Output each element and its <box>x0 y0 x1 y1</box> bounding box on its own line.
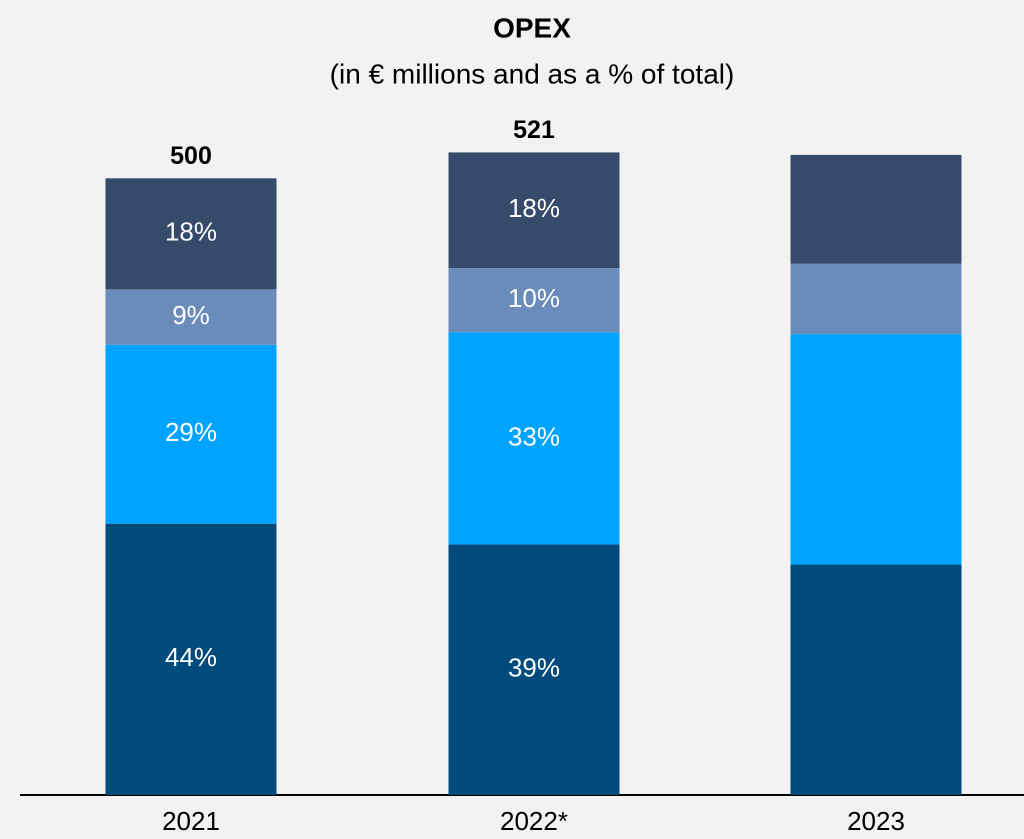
chart-title: OPEX <box>493 12 571 43</box>
bar-segment <box>105 178 277 290</box>
bar-segment <box>105 344 277 524</box>
x-tick-label: 2021 <box>162 806 220 836</box>
total-label: 521 <box>513 116 555 144</box>
total-label: 500 <box>170 142 212 170</box>
chart-subtitle: (in € millions and as a % of total) <box>330 58 735 89</box>
segment-label: 44% <box>165 642 217 672</box>
bar-segment <box>448 544 620 795</box>
bar-segment <box>790 154 962 264</box>
bar-segment <box>105 289 277 345</box>
bar-segment <box>448 268 620 333</box>
bar-segment <box>790 564 962 795</box>
bar-segment <box>790 263 962 335</box>
bar-segment <box>105 523 277 795</box>
segment-label: 33% <box>508 421 560 451</box>
segment-label: 18% <box>508 193 560 223</box>
segment-label: 39% <box>508 653 560 683</box>
bar-segment <box>790 334 962 565</box>
bar-segment <box>448 152 620 269</box>
segment-label: 18% <box>165 217 217 247</box>
segment-label: 10% <box>508 283 560 313</box>
x-tick-label: 2023 <box>847 806 905 836</box>
segment-label: 9% <box>172 300 210 330</box>
x-tick-label: 2022* <box>500 806 568 836</box>
bar-segment <box>448 332 620 545</box>
segment-label: 29% <box>165 417 217 447</box>
